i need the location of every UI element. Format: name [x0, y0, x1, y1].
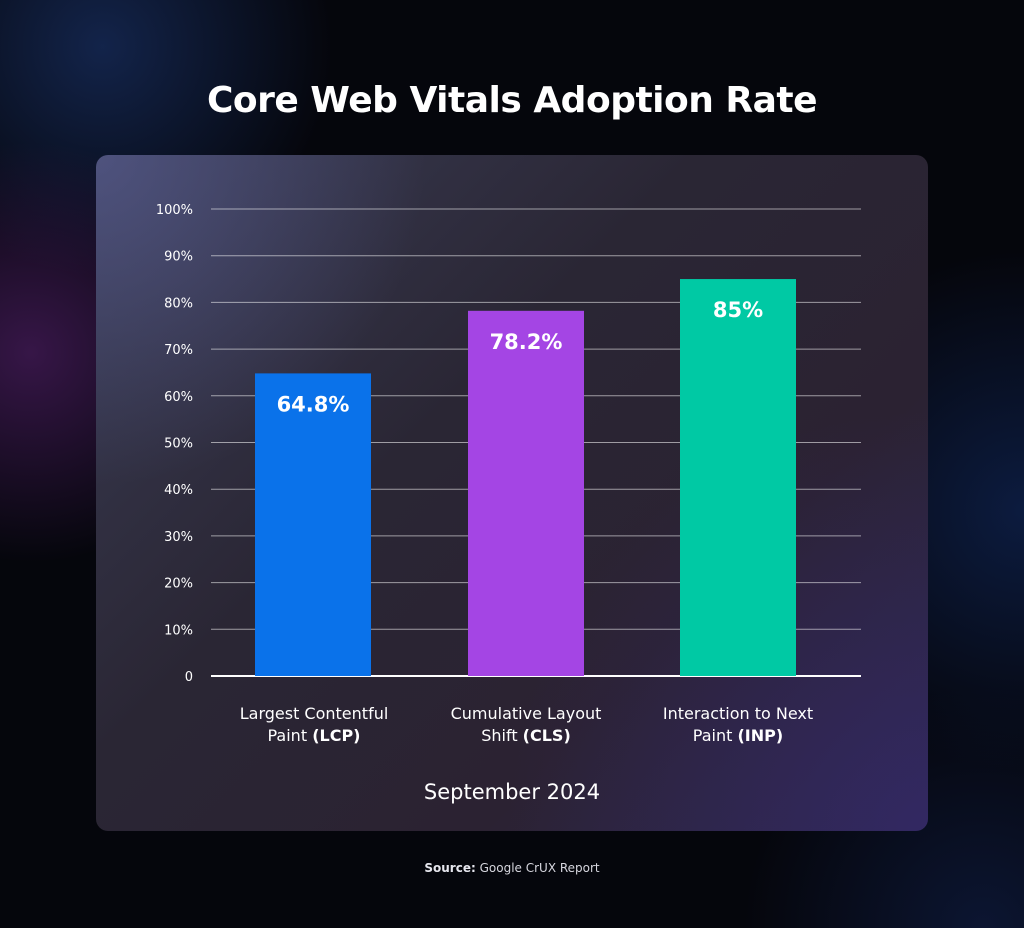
y-axis-ticks: 0 10% 20% 30% 40% 50% 60% 70% 80% 90% 100%	[156, 203, 193, 685]
bar	[468, 310, 584, 676]
chart-title: Core Web Vitals Adoption Rate	[206, 80, 818, 121]
source-note: Source: Google CrUX Report	[424, 861, 600, 875]
y-tick-label: 20%	[164, 577, 193, 592]
y-tick-label: 0	[185, 670, 193, 685]
y-tick-label: 10%	[164, 623, 193, 638]
bar-value-labels: 64.8% 78.2% 85%	[277, 298, 764, 416]
x-axis-label: September 2024	[423, 780, 601, 804]
bar-value-label: 64.8%	[277, 392, 350, 416]
y-tick-label: 70%	[164, 343, 193, 358]
y-tick-label: 80%	[164, 296, 193, 311]
y-tick-label: 90%	[164, 250, 193, 265]
y-tick-label: 100%	[156, 203, 193, 218]
bar-value-label: 78.2%	[490, 330, 563, 354]
y-tick-label: 30%	[164, 530, 193, 545]
y-tick-label: 40%	[164, 483, 193, 498]
bar	[680, 279, 796, 676]
x-tick-label-inp: Interaction to Next Paint (INP)	[662, 704, 814, 745]
bar-value-label: 85%	[713, 298, 763, 322]
x-tick-label-cls: Cumulative Layout Shift (CLS)	[450, 704, 602, 745]
y-tick-label: 60%	[164, 390, 193, 405]
bar	[255, 373, 371, 676]
x-tick-label-lcp: Largest Contentful Paint (LCP)	[239, 704, 389, 745]
bars	[255, 279, 796, 676]
y-tick-label: 50%	[164, 437, 193, 452]
